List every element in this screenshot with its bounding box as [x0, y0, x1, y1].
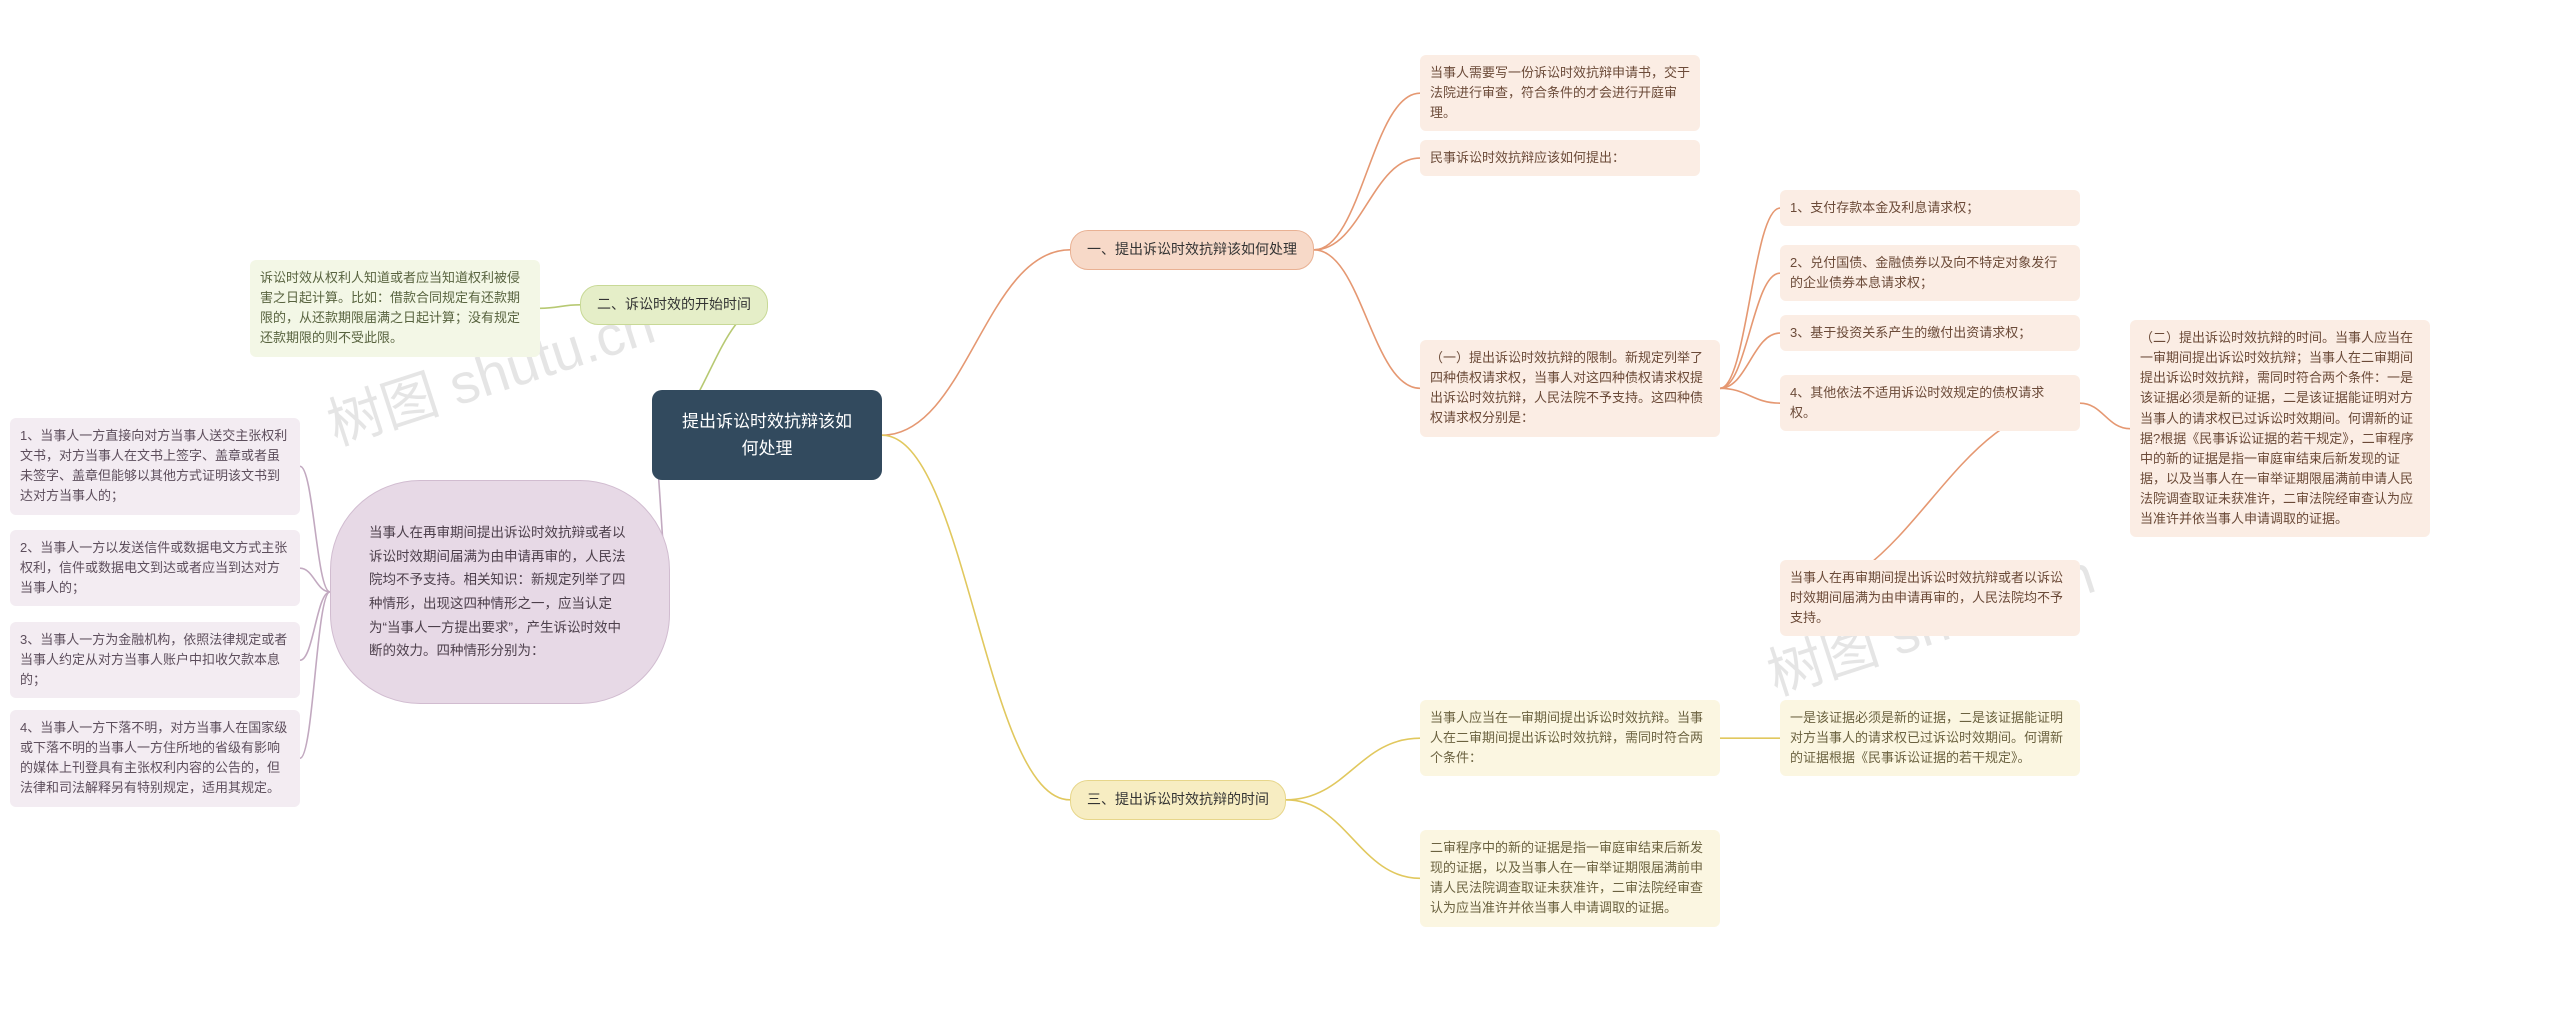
- leaf-b1-3-4: 4、其他依法不适用诉讼时效规定的债权请求权。: [1780, 375, 2080, 431]
- leaf-b1-3-4-a: （二）提出诉讼时效抗辩的时间。当事人应当在一审期间提出诉讼时效抗辩；当事人在二审…: [2130, 320, 2430, 537]
- leaf-b2-1: 诉讼时效从权利人知道或者应当知道权利被侵害之日起计算。比如：借款合同规定有还款期…: [250, 260, 540, 357]
- leaf-b1-3-2: 2、兑付国债、金融债券以及向不特定对象发行的企业债券本息请求权；: [1780, 245, 2080, 301]
- leaf-b4-2: 2、当事人一方以发送信件或数据电文方式主张权利，信件或数据电文到达或者应当到达对…: [10, 530, 300, 606]
- leaf-b3-2: 二审程序中的新的证据是指一审庭审结束后新发现的证据，以及当事人在一审举证期限届满…: [1420, 830, 1720, 927]
- branch-1: 一、提出诉讼时效抗辩该如何处理: [1070, 230, 1314, 270]
- leaf-b1-3-3: 3、基于投资关系产生的缴付出资请求权；: [1780, 315, 2080, 351]
- leaf-b1-3-4-b: 当事人在再审期间提出诉讼时效抗辩或者以诉讼时效期间届满为由申请再审的，人民法院均…: [1780, 560, 2080, 636]
- leaf-b1-2: 民事诉讼时效抗辩应该如何提出：: [1420, 140, 1700, 176]
- leaf-b4-3: 3、当事人一方为金融机构，依照法律规定或者当事人约定从对方当事人账户中扣收欠款本…: [10, 622, 300, 698]
- leaf-b1-3-1: 1、支付存款本金及利息请求权；: [1780, 190, 2080, 226]
- branch-2: 二、诉讼时效的开始时间: [580, 285, 768, 325]
- leaf-b3-1: 当事人应当在一审期间提出诉讼时效抗辩。当事人在二审期间提出诉讼时效抗辩，需同时符…: [1420, 700, 1720, 776]
- leaf-b1-1: 当事人需要写一份诉讼时效抗辩申请书，交于法院进行审查，符合条件的才会进行开庭审理…: [1420, 55, 1700, 131]
- leaf-b4-4: 4、当事人一方下落不明，对方当事人在国家级或下落不明的当事人一方住所地的省级有影…: [10, 710, 300, 807]
- root-node: 提出诉讼时效抗辩该如何处理: [652, 390, 882, 480]
- branch-3: 三、提出诉讼时效抗辩的时间: [1070, 780, 1286, 820]
- leaf-b3-1-a: 一是该证据必须是新的证据，二是该证据能证明对方当事人的请求权已过诉讼时效期间。何…: [1780, 700, 2080, 776]
- branch-4: 当事人在再审期间提出诉讼时效抗辩或者以诉讼时效期间届满为由申请再审的，人民法院均…: [330, 480, 670, 704]
- leaf-b1-3: （一）提出诉讼时效抗辩的限制。新规定列举了四种债权请求权，当事人对这四种债权请求…: [1420, 340, 1720, 437]
- leaf-b4-1: 1、当事人一方直接向对方当事人送交主张权利文书，对方当事人在文书上签字、盖章或者…: [10, 418, 300, 515]
